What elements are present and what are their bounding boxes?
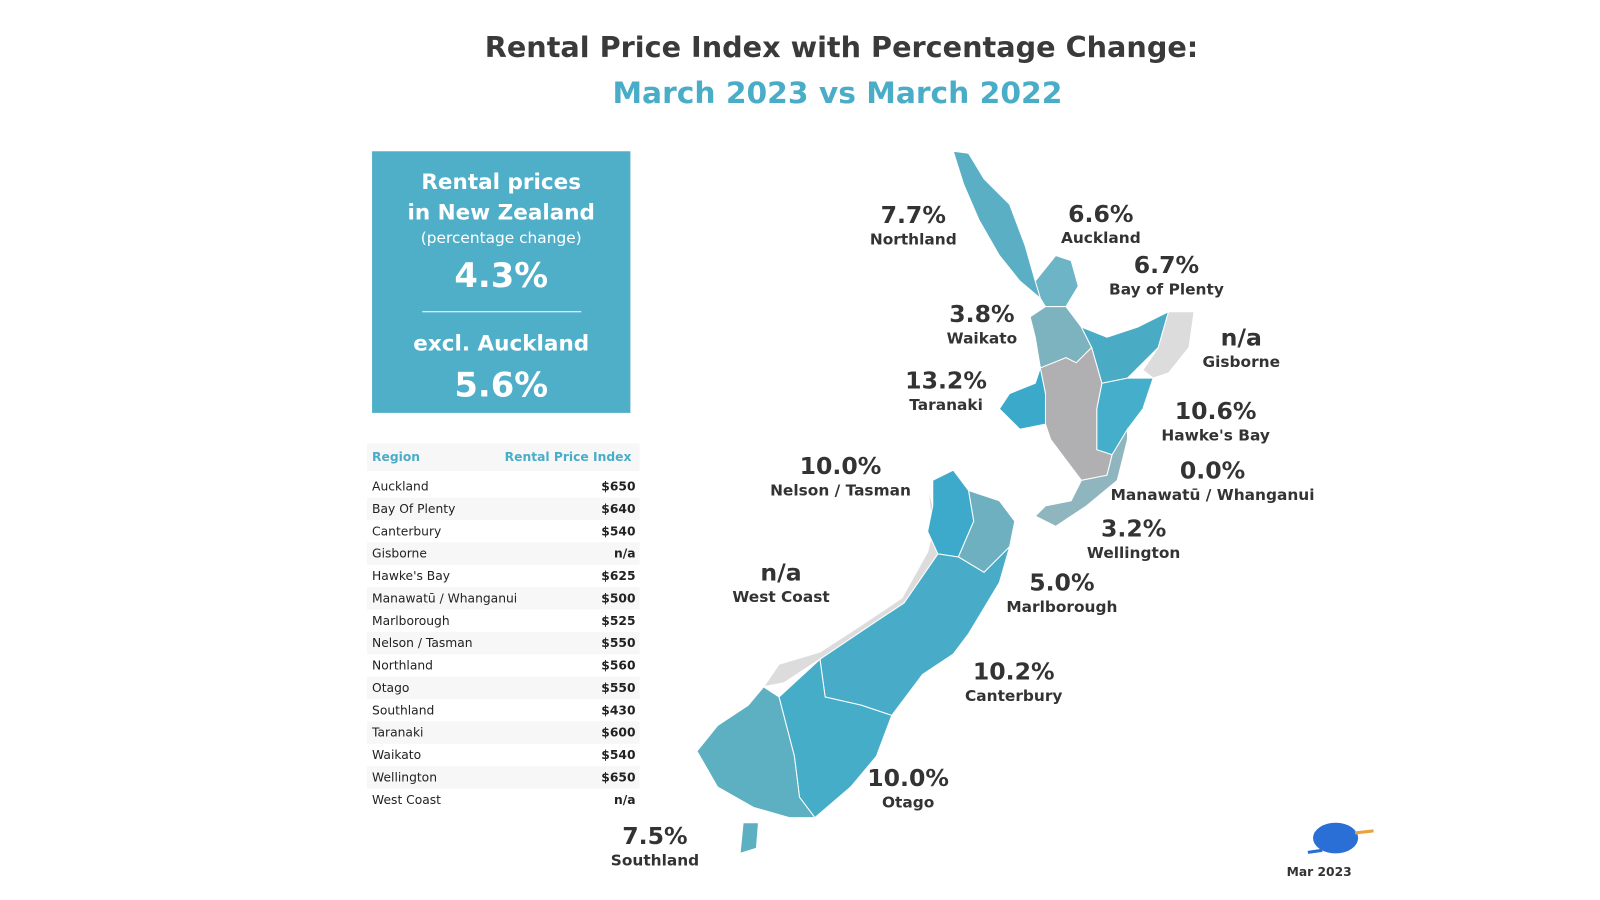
summary-value: 4.3%: [454, 256, 548, 295]
table-cell: Nelson / Tasman: [372, 636, 472, 650]
region-wellington: [1034, 427, 1129, 527]
region-change: n/a: [760, 559, 801, 587]
table-cell: n/a: [614, 547, 636, 561]
table-cell: Northland: [372, 659, 433, 673]
table-cell: $600: [601, 726, 635, 740]
table-cell: Hawke's Bay: [372, 569, 450, 583]
table-cell: Waikato: [372, 748, 421, 762]
table-cell: $650: [601, 771, 635, 785]
nz-map: [696, 150, 1195, 855]
table-cell: Marlborough: [372, 614, 450, 628]
region-northland: [952, 150, 1052, 300]
table-cell: Canterbury: [372, 524, 441, 538]
table-header: Region: [372, 450, 420, 464]
table-cell: Auckland: [372, 480, 429, 494]
region-change: n/a: [1221, 323, 1262, 351]
kiwi-body: [1313, 822, 1359, 854]
region-change: 10.6%: [1175, 397, 1257, 425]
table-cell: Gisborne: [372, 547, 427, 561]
table-row-bg: [366, 542, 640, 565]
footer-date: Mar 2023: [1287, 865, 1352, 879]
summary-line: in New Zealand: [407, 201, 594, 226]
kiwi-logo: [1307, 822, 1374, 854]
region-name: Canterbury: [965, 687, 1062, 705]
region-change: 10.2%: [973, 658, 1055, 686]
table-cell: $640: [601, 502, 635, 516]
region-gisborne: [1142, 311, 1195, 379]
table-cell: $500: [601, 591, 635, 605]
table-cell: Manawatū / Whanganui: [372, 591, 517, 605]
region-name: Otago: [882, 793, 934, 811]
table-row-bg: [366, 676, 640, 700]
table-cell: Otago: [372, 681, 409, 695]
table-row-bg: [366, 631, 640, 655]
region-name: Gisborne: [1203, 353, 1281, 371]
table-row-bg: [366, 721, 640, 744]
region-name: Taranaki: [909, 396, 983, 414]
table-cell: Bay Of Plenty: [372, 502, 455, 516]
table-cell: $550: [601, 681, 635, 695]
region-change: 13.2%: [905, 366, 987, 394]
subtitle: March 2023 vs March 2022: [612, 75, 1062, 110]
table-row-bg: [366, 587, 640, 610]
region-name: Wellington: [1087, 544, 1180, 562]
summary-note: (percentage change): [421, 229, 582, 247]
region-stewart-island: [739, 822, 760, 855]
region-name: Marlborough: [1006, 598, 1117, 616]
region-change: 5.0%: [1029, 569, 1094, 597]
region-name: Hawke's Bay: [1161, 427, 1269, 445]
region-auckland: [1034, 254, 1079, 308]
region-change: 6.7%: [1134, 251, 1199, 279]
table-cell: $625: [601, 569, 635, 583]
title: Rental Price Index with Percentage Chang…: [485, 30, 1199, 64]
region-name: Northland: [870, 230, 957, 248]
table-cell: $550: [601, 636, 635, 650]
table-cell: Wellington: [372, 771, 437, 785]
summary-box: [372, 151, 631, 413]
table-cell: Southland: [372, 703, 434, 717]
region-name: Manawatū / Whanganui: [1111, 486, 1315, 504]
region-name: Nelson / Tasman: [770, 482, 911, 500]
region-southland: [696, 686, 816, 819]
table-header: Rental Price Index: [505, 450, 632, 464]
table-cell: $430: [601, 703, 635, 717]
table-cell: $540: [601, 524, 635, 538]
table-cell: $560: [601, 659, 635, 673]
kiwi-beak: [1354, 829, 1374, 835]
region-name: Southland: [611, 852, 699, 870]
table-cell: $650: [601, 480, 635, 494]
region-name: Auckland: [1061, 229, 1141, 247]
summary-excl-label: excl. Auckland: [413, 332, 589, 357]
table-cell: Taranaki: [371, 726, 423, 740]
region-change: 6.6%: [1068, 200, 1133, 228]
region-name: Waikato: [947, 329, 1018, 347]
table-row-bg: [366, 766, 640, 789]
region-change: 10.0%: [867, 764, 949, 792]
region-change: 7.7%: [881, 201, 946, 229]
region-change: 3.2%: [1101, 515, 1166, 543]
table-cell: n/a: [614, 793, 636, 807]
kiwi-leg: [1307, 848, 1323, 854]
table-header-bg: [366, 443, 640, 472]
region-change: 7.5%: [622, 822, 687, 850]
summary-line: Rental prices: [421, 170, 581, 195]
map-labels: 7.7%Northland 6.6%Auckland 6.7%Bay of Plen…: [611, 200, 1315, 870]
price-table: Region Rental Price Index Auckland $650 Bay …: [366, 443, 640, 807]
region-change: 10.0%: [800, 452, 882, 480]
region-change: 3.8%: [949, 300, 1014, 328]
region-name: West Coast: [732, 588, 829, 606]
summary-excl-value: 5.6%: [454, 366, 548, 405]
table-cell: $540: [601, 748, 635, 762]
region-taranaki: [998, 365, 1047, 430]
table-cell: $525: [601, 614, 635, 628]
region-change: 0.0%: [1180, 456, 1245, 484]
table-cell: West Coast: [372, 793, 441, 807]
table-row-bg: [366, 497, 640, 520]
region-name: Bay of Plenty: [1109, 280, 1224, 298]
